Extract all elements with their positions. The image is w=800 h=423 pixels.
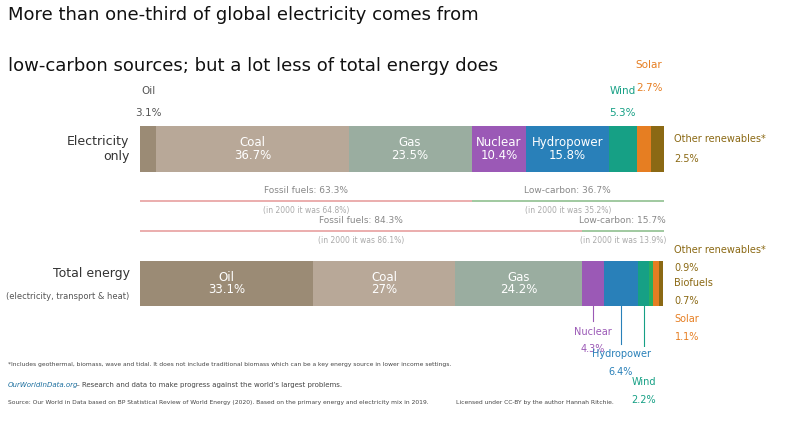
FancyBboxPatch shape — [638, 261, 650, 306]
Text: 1.1%: 1.1% — [674, 332, 699, 342]
Text: 2.5%: 2.5% — [674, 154, 699, 164]
FancyBboxPatch shape — [651, 126, 664, 172]
Text: Wind: Wind — [610, 85, 636, 96]
Text: Hydropower: Hydropower — [532, 136, 603, 149]
Text: Hydropower: Hydropower — [591, 349, 650, 360]
Text: Coal: Coal — [371, 271, 397, 283]
Text: 10.4%: 10.4% — [480, 149, 518, 162]
Text: Electricity
only: Electricity only — [67, 135, 130, 163]
Text: Other renewables*: Other renewables* — [674, 134, 766, 144]
FancyBboxPatch shape — [650, 261, 653, 306]
Text: *Includes geothermal, biomass, wave and tidal. It does not include traditional b: *Includes geothermal, biomass, wave and … — [8, 362, 451, 367]
Text: Solar: Solar — [636, 60, 662, 70]
Text: Nuclear: Nuclear — [476, 136, 522, 149]
Text: 4.3%: 4.3% — [581, 344, 605, 354]
Text: low-carbon sources; but a lot less of total energy does: low-carbon sources; but a lot less of to… — [8, 57, 498, 75]
Text: Low-carbon: 15.7%: Low-carbon: 15.7% — [579, 216, 666, 225]
Text: 24.2%: 24.2% — [500, 283, 537, 296]
Text: 0.7%: 0.7% — [674, 296, 699, 306]
Text: 2.2%: 2.2% — [631, 395, 656, 405]
Text: 23.5%: 23.5% — [391, 149, 429, 162]
FancyBboxPatch shape — [526, 126, 609, 172]
FancyBboxPatch shape — [156, 126, 349, 172]
FancyBboxPatch shape — [349, 126, 472, 172]
Text: 27%: 27% — [371, 283, 398, 296]
FancyBboxPatch shape — [314, 261, 455, 306]
Text: (in 2000 it was 86.1%): (in 2000 it was 86.1%) — [318, 236, 404, 245]
FancyBboxPatch shape — [140, 126, 156, 172]
FancyBboxPatch shape — [637, 126, 651, 172]
Text: More than one-third of global electricity comes from: More than one-third of global electricit… — [8, 6, 478, 25]
Text: Gas: Gas — [399, 136, 422, 149]
Text: in Data: in Data — [698, 40, 738, 50]
Text: (electricity, transport & heat): (electricity, transport & heat) — [6, 291, 130, 301]
Text: 36.7%: 36.7% — [234, 149, 271, 162]
FancyBboxPatch shape — [609, 126, 637, 172]
FancyBboxPatch shape — [582, 261, 604, 306]
Text: – Research and data to make progress against the world’s largest problems.: – Research and data to make progress aga… — [74, 382, 342, 387]
Text: 6.4%: 6.4% — [609, 367, 634, 377]
FancyBboxPatch shape — [658, 261, 663, 306]
Text: 3.1%: 3.1% — [135, 108, 162, 118]
Text: Our World: Our World — [690, 21, 746, 31]
Text: 33.1%: 33.1% — [208, 283, 246, 296]
Text: Oil: Oil — [141, 85, 155, 96]
Text: (in 2000 it was 64.8%): (in 2000 it was 64.8%) — [262, 206, 349, 215]
Text: Oil: Oil — [218, 271, 234, 283]
Text: Biofuels: Biofuels — [674, 278, 714, 288]
FancyBboxPatch shape — [455, 261, 582, 306]
Text: Nuclear: Nuclear — [574, 327, 612, 337]
Text: Licensed under CC-BY by the author Hannah Ritchie.: Licensed under CC-BY by the author Hanna… — [456, 400, 614, 405]
Text: Solar: Solar — [674, 314, 699, 324]
Text: Low-carbon: 36.7%: Low-carbon: 36.7% — [525, 186, 611, 195]
Text: Fossil fuels: 63.3%: Fossil fuels: 63.3% — [264, 186, 348, 195]
Text: Gas: Gas — [507, 271, 530, 283]
Text: Total energy: Total energy — [53, 267, 130, 280]
Text: 0.9%: 0.9% — [674, 263, 699, 273]
FancyBboxPatch shape — [472, 126, 526, 172]
Text: Coal: Coal — [239, 136, 266, 149]
Text: 15.8%: 15.8% — [549, 149, 586, 162]
FancyBboxPatch shape — [653, 261, 658, 306]
FancyBboxPatch shape — [140, 261, 314, 306]
Text: Wind: Wind — [631, 377, 656, 387]
Text: 2.7%: 2.7% — [636, 83, 662, 93]
Text: Other renewables*: Other renewables* — [674, 245, 766, 255]
FancyBboxPatch shape — [604, 261, 638, 306]
Text: Fossil fuels: 84.3%: Fossil fuels: 84.3% — [319, 216, 403, 225]
Text: OurWorldInData.org: OurWorldInData.org — [8, 382, 78, 387]
Text: (in 2000 it was 35.2%): (in 2000 it was 35.2%) — [525, 206, 611, 215]
Text: 5.3%: 5.3% — [610, 108, 636, 118]
Text: Source: Our World in Data based on BP Statistical Review of World Energy (2020).: Source: Our World in Data based on BP St… — [8, 400, 429, 405]
Text: (in 2000 it was 13.9%): (in 2000 it was 13.9%) — [580, 236, 666, 245]
